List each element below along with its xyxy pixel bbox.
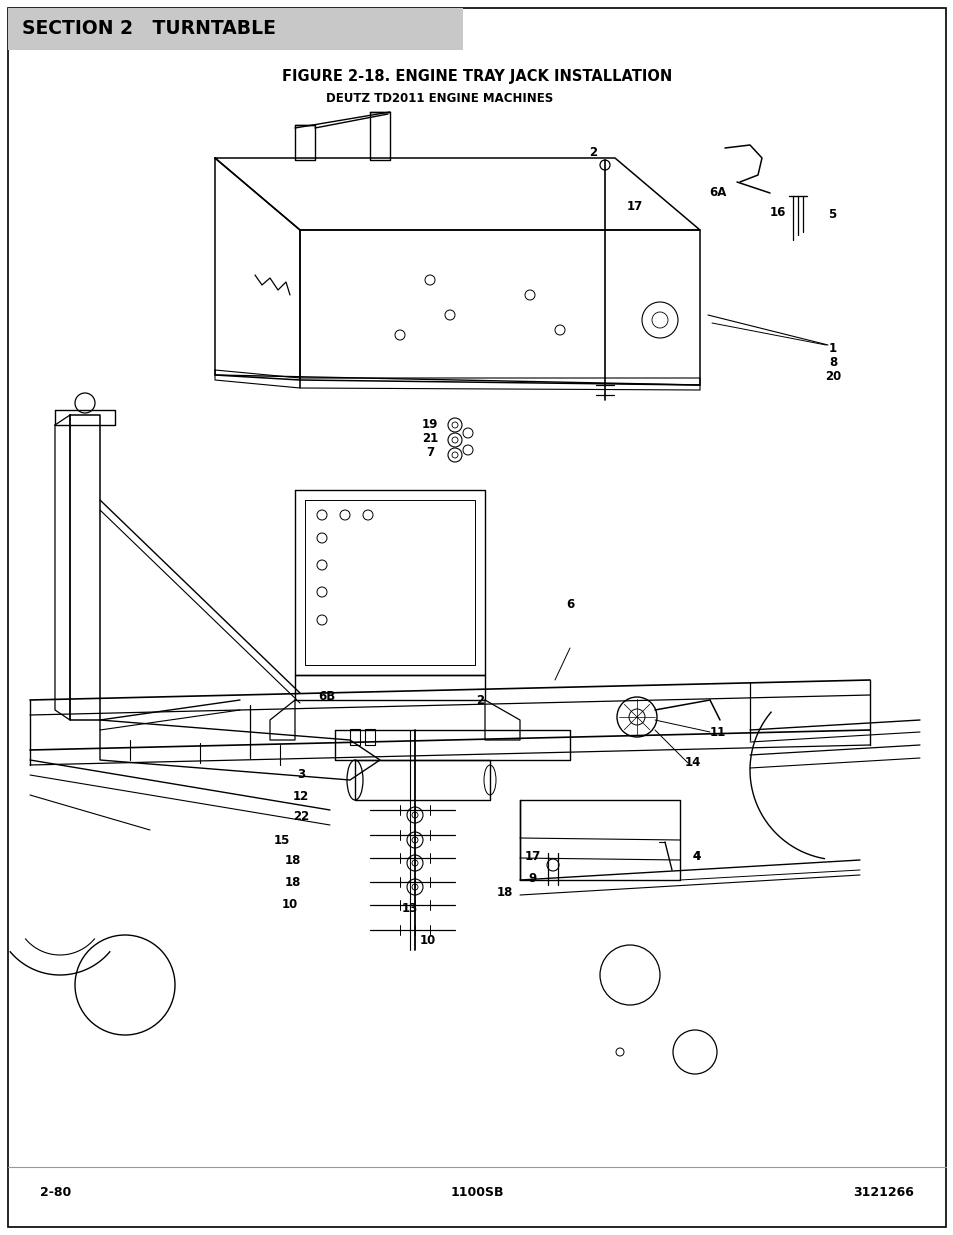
Text: 18: 18 <box>497 887 513 899</box>
Text: 3: 3 <box>296 768 305 782</box>
Text: 12: 12 <box>293 790 309 804</box>
Text: 6A: 6A <box>709 185 726 199</box>
Text: 17: 17 <box>524 851 540 863</box>
Text: 18: 18 <box>285 853 301 867</box>
Text: 6: 6 <box>565 599 574 611</box>
Text: 5: 5 <box>827 209 835 221</box>
Bar <box>8 7 462 49</box>
Text: 22: 22 <box>293 810 309 824</box>
Text: 11: 11 <box>709 726 725 740</box>
Text: 18: 18 <box>285 876 301 888</box>
Text: 6B: 6B <box>318 690 335 704</box>
Text: 10: 10 <box>419 934 436 946</box>
Text: 20: 20 <box>824 369 841 383</box>
Text: SECTION 2   TURNTABLE: SECTION 2 TURNTABLE <box>22 20 275 38</box>
Text: 17: 17 <box>626 200 642 214</box>
Bar <box>365 729 375 745</box>
Text: 16: 16 <box>769 206 785 220</box>
Text: 8: 8 <box>828 356 836 368</box>
Bar <box>350 729 359 745</box>
Text: 2-80: 2-80 <box>40 1187 71 1199</box>
Text: 21: 21 <box>421 431 437 445</box>
Text: 9: 9 <box>528 872 537 884</box>
Text: 7: 7 <box>425 446 434 458</box>
Text: 4: 4 <box>692 851 700 863</box>
Text: 1: 1 <box>828 342 836 354</box>
Text: 14: 14 <box>684 757 700 769</box>
Text: 2: 2 <box>476 694 483 706</box>
Text: 15: 15 <box>274 834 290 846</box>
Text: 1100SB: 1100SB <box>450 1187 503 1199</box>
Text: 3121266: 3121266 <box>852 1187 913 1199</box>
Text: 2: 2 <box>588 146 597 158</box>
Text: 10: 10 <box>281 899 297 911</box>
Text: 13: 13 <box>401 902 417 914</box>
Text: DEUTZ TD2011 ENGINE MACHINES: DEUTZ TD2011 ENGINE MACHINES <box>326 93 553 105</box>
Text: 4: 4 <box>692 851 700 863</box>
Text: FIGURE 2-18. ENGINE TRAY JACK INSTALLATION: FIGURE 2-18. ENGINE TRAY JACK INSTALLATI… <box>281 69 672 84</box>
Text: 19: 19 <box>421 417 437 431</box>
